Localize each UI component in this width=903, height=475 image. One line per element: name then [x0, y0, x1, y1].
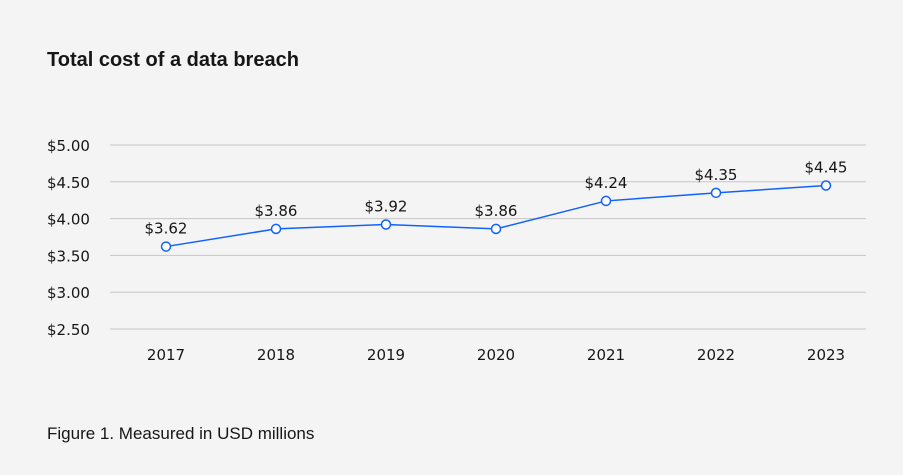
y-tick-label: $5.00	[47, 137, 90, 155]
y-tick-label: $4.00	[47, 211, 90, 229]
x-tick-label: 2021	[587, 346, 625, 364]
data-label: $4.35	[695, 166, 738, 184]
chart-title: Total cost of a data breach	[47, 49, 299, 71]
y-tick-label: $4.50	[47, 174, 90, 192]
data-point	[820, 180, 832, 191]
data-label: $3.86	[475, 202, 518, 220]
data-label: $4.45	[805, 158, 848, 176]
data-point	[490, 223, 502, 235]
data-label: $3.92	[365, 197, 408, 215]
data-point	[380, 219, 392, 230]
x-tick-label: 2019	[367, 346, 405, 364]
x-tick-label: 2017	[147, 346, 185, 364]
x-tick-label: 2020	[477, 346, 515, 364]
data-point	[710, 187, 722, 199]
data-label: $4.24	[585, 174, 628, 192]
data-label: $3.86	[255, 202, 298, 220]
x-tick-label: 2018	[257, 346, 295, 364]
y-tick-label: $3.00	[47, 284, 90, 302]
data-point	[600, 195, 612, 207]
y-tick-label: $2.50	[47, 321, 90, 339]
x-tick-label: 2023	[807, 346, 845, 364]
data-point	[270, 223, 282, 235]
x-tick-label: 2022	[697, 346, 735, 364]
data-point	[160, 241, 172, 252]
y-tick-label: $3.50	[47, 247, 90, 265]
figure-caption: Figure 1. Measured in USD millions	[47, 424, 315, 443]
data-label: $3.62	[145, 220, 188, 238]
